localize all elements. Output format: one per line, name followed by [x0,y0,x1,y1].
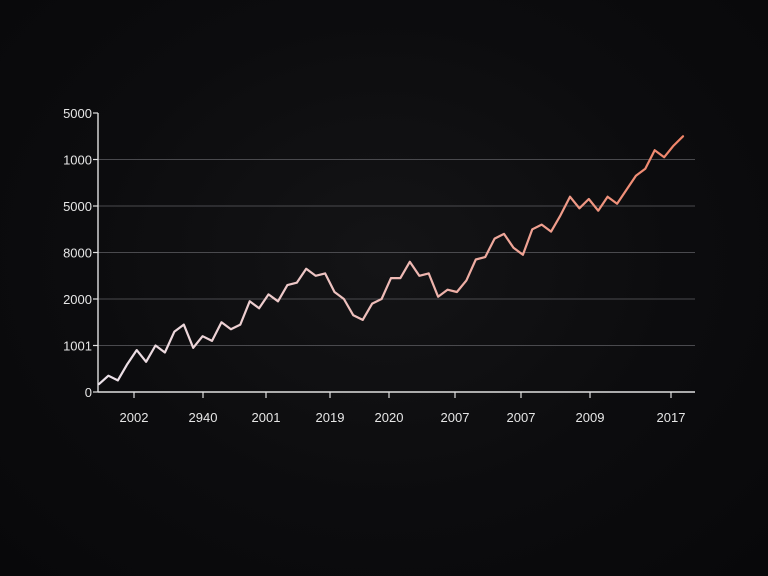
x-tick-label: 2001 [252,410,281,425]
y-tick-label: 1001 [63,339,92,354]
x-tick-label: 2007 [441,410,470,425]
series-line [97,135,685,386]
x-tick-label: 2017 [657,410,686,425]
y-tick-label: 0 [85,385,92,400]
series-layer [97,135,685,386]
x-tick-label: 2002 [120,410,149,425]
x-tick-label: 2940 [189,410,218,425]
y-tick-label: 2000 [63,292,92,307]
x-tick-label: 2019 [316,410,345,425]
y-tick-label: 1000 [63,153,92,168]
y-tick-label: 5000 [63,199,92,214]
y-axis-ticks: 5000 1000 5000 8000 2000 1001 0 [63,106,98,400]
x-tick-label: 2020 [375,410,404,425]
x-axis-ticks: 2002 2940 2001 2019 2020 2007 2007 2009 2017 [120,392,686,425]
grid-lines [98,159,695,346]
x-tick-label: 2007 [507,410,536,425]
y-tick-label: 5000 [63,106,92,121]
y-tick-label: 8000 [63,246,92,261]
x-tick-label: 2009 [576,410,605,425]
